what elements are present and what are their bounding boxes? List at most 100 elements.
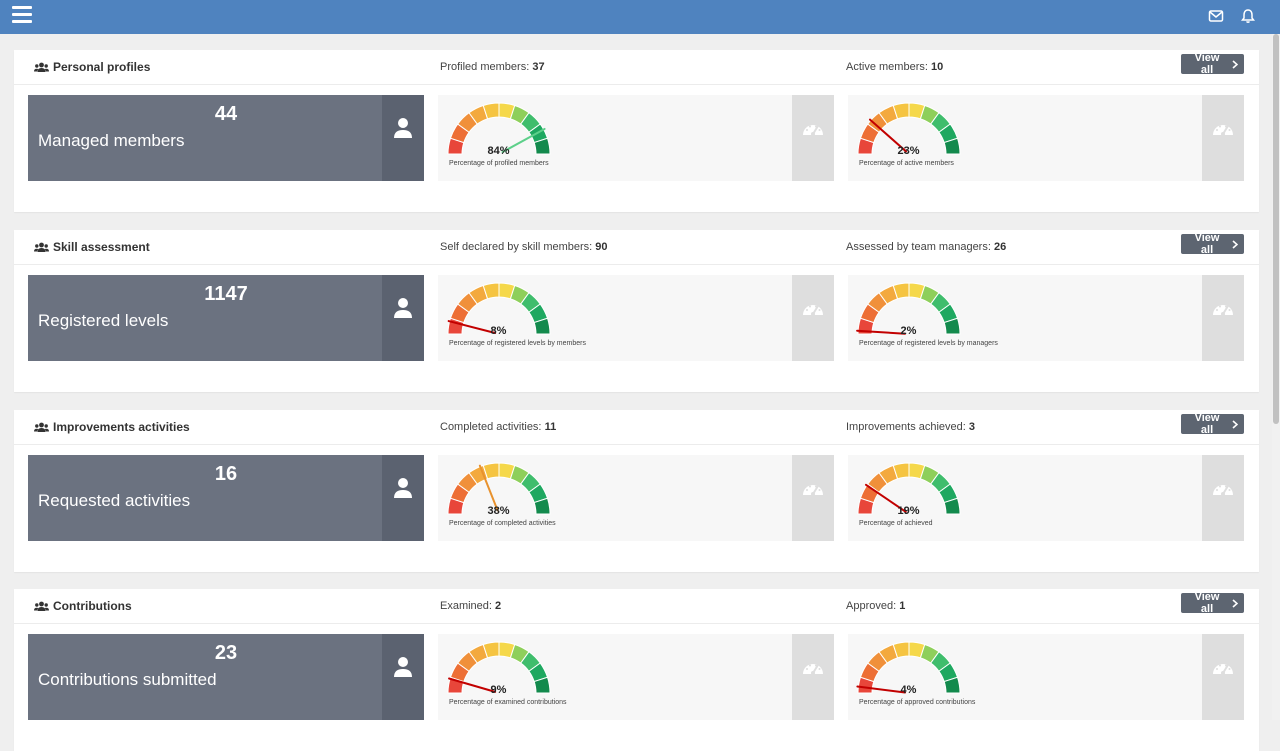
gauge-segment — [943, 317, 961, 335]
gauge-chart — [447, 641, 551, 694]
speedometer-icon — [1213, 125, 1233, 136]
view-all-button[interactable]: View all — [1181, 232, 1244, 256]
gauge-percentage: 23% — [897, 145, 920, 157]
gauge-percentage: 84% — [487, 145, 510, 157]
users-icon — [34, 601, 49, 611]
gauge-segment — [533, 137, 551, 155]
gauge-card: 9% Percentage of examined contributions — [438, 634, 834, 720]
view-all-button[interactable]: View all — [1181, 52, 1244, 76]
kpi-label: Requested activities — [38, 491, 191, 510]
gauge-segment — [533, 676, 551, 694]
gauge-needle — [856, 329, 907, 335]
gauge-needle — [448, 677, 497, 693]
gauge-icon-panel — [792, 95, 834, 181]
gauge-segment — [533, 497, 551, 515]
section-title: Personal profiles — [34, 60, 150, 74]
view-all-button[interactable]: View all — [1181, 412, 1244, 436]
gauge-caption: Percentage of active members — [859, 160, 954, 167]
gauge-caption: Percentage of completed activities — [449, 520, 556, 527]
gauge-percentage: 38% — [487, 505, 510, 517]
page-scrollbar[interactable] — [1272, 34, 1280, 720]
stat-primary: Examined: 2 — [440, 600, 502, 612]
gauge-caption: Percentage of registered levels by membe… — [449, 340, 586, 347]
user-icon — [394, 118, 412, 138]
stat-secondary: Assessed by team managers: 26 — [846, 241, 1007, 253]
gauge-needle — [856, 685, 907, 694]
gauge-chart — [856, 282, 961, 335]
gauge-card: 38% Percentage of completed activities — [438, 455, 834, 541]
gauge-card: 4% Percentage of approved contributions — [848, 634, 1244, 720]
stat-secondary: Approved: 1 — [846, 600, 906, 612]
stat-primary: Self declared by skill members: 90 — [440, 241, 608, 253]
gauge-icon-panel — [792, 455, 834, 541]
gauge-percentage: 4% — [900, 684, 917, 696]
section-title-text: Improvements activities — [53, 420, 190, 434]
speedometer-icon — [1213, 485, 1233, 496]
hamburger-icon[interactable] — [12, 6, 32, 24]
gauge-card: 23% Percentage of active members — [848, 95, 1244, 181]
dashboard-section: Personal profiles Profiled members: 37 A… — [14, 50, 1259, 212]
speedometer-icon — [803, 125, 823, 136]
gauge-segment — [943, 497, 961, 515]
gauge-needle — [501, 127, 546, 154]
user-icon — [394, 298, 412, 318]
gauge-needle — [868, 118, 907, 153]
gauge-percentage: 8% — [490, 325, 507, 337]
gauge-caption: Percentage of achieved — [859, 520, 933, 527]
gauge-chart — [857, 462, 961, 515]
users-icon — [34, 242, 49, 252]
section-title-text: Skill assessment — [53, 240, 150, 254]
kpi-value: 23 — [214, 642, 238, 664]
section-header: Improvements activities Completed activi… — [14, 410, 1259, 445]
kpi-value: 44 — [214, 103, 238, 125]
users-icon — [34, 422, 49, 432]
gauge-icon-panel — [1202, 275, 1244, 361]
speedometer-icon — [803, 485, 823, 496]
section-header: Contributions Examined: 2 Approved: 1 Vi… — [14, 589, 1259, 624]
gauge-needle — [478, 464, 499, 512]
gauge-percentage: 9% — [490, 684, 507, 696]
gauge-chart — [447, 282, 551, 335]
speedometer-icon — [1213, 664, 1233, 675]
speedometer-icon — [803, 305, 823, 316]
view-all-button[interactable]: View all — [1181, 591, 1244, 615]
gauge-caption: Percentage of profiled members — [449, 160, 549, 167]
bell-icon[interactable] — [1240, 8, 1256, 24]
top-navigation-bar — [0, 0, 1280, 34]
chevron-right-icon — [1232, 59, 1238, 69]
kpi-value: 1147 — [204, 283, 248, 305]
envelope-icon[interactable] — [1208, 8, 1224, 24]
section-title: Contributions — [34, 599, 132, 613]
gauge-icon-panel — [1202, 455, 1244, 541]
kpi-card: 44 Managed members — [28, 95, 424, 181]
kpi-value: 16 — [214, 463, 238, 485]
scrollbar-thumb[interactable] — [1273, 34, 1279, 424]
kpi-card: 23 Contributions submitted — [28, 634, 424, 720]
chevron-right-icon — [1232, 419, 1238, 429]
gauge-percentage: 19% — [897, 505, 920, 517]
gauge-card: 8% Percentage of registered levels by mem… — [438, 275, 834, 361]
kpi-card: 1147 Registered levels — [28, 275, 424, 361]
gauge-segment — [943, 137, 961, 155]
gauge-icon-panel — [1202, 634, 1244, 720]
chevron-right-icon — [1232, 598, 1238, 608]
kpi-icon-panel — [382, 275, 424, 361]
gauge-chart — [447, 462, 551, 515]
gauge-caption: Percentage of examined contributions — [449, 699, 567, 706]
kpi-label: Managed members — [38, 131, 185, 150]
chevron-right-icon — [1232, 239, 1238, 249]
gauge-caption: Percentage of approved contributions — [859, 699, 976, 706]
gauge-icon-panel — [1202, 95, 1244, 181]
stat-secondary: Improvements achieved: 3 — [846, 421, 976, 433]
stat-secondary: Active members: 10 — [846, 61, 944, 73]
gauge-needle — [864, 483, 907, 513]
stat-primary: Profiled members: 37 — [440, 61, 545, 73]
kpi-icon-panel — [382, 455, 424, 541]
section-title-text: Personal profiles — [53, 60, 151, 74]
gauge-icon-panel — [792, 634, 834, 720]
gauge-icon-panel — [792, 275, 834, 361]
stat-primary: Completed activities: 11 — [440, 421, 557, 433]
section-title-text: Contributions — [53, 599, 132, 613]
gauge-chart — [447, 102, 551, 155]
section-header: Skill assessment Self declared by skill … — [14, 230, 1259, 265]
